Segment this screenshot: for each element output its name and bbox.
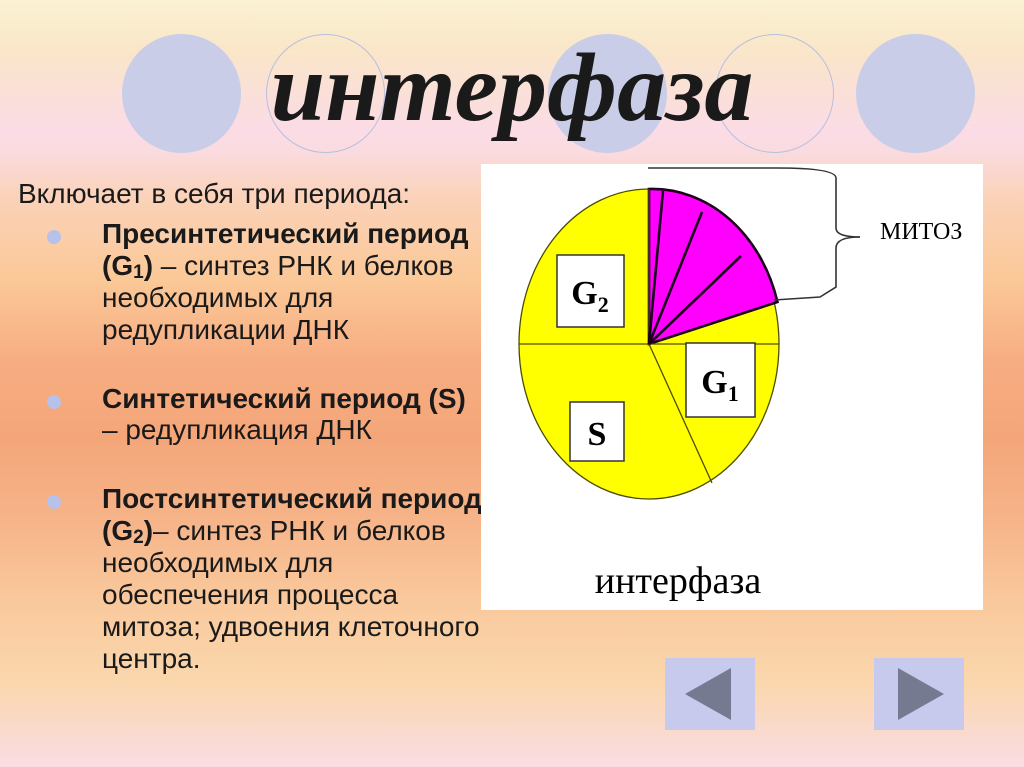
svg-text:МИТОЗ: МИТОЗ [880,219,962,245]
svg-text:S: S [588,416,607,453]
svg-text:интерфаза: интерфаза [595,560,762,602]
